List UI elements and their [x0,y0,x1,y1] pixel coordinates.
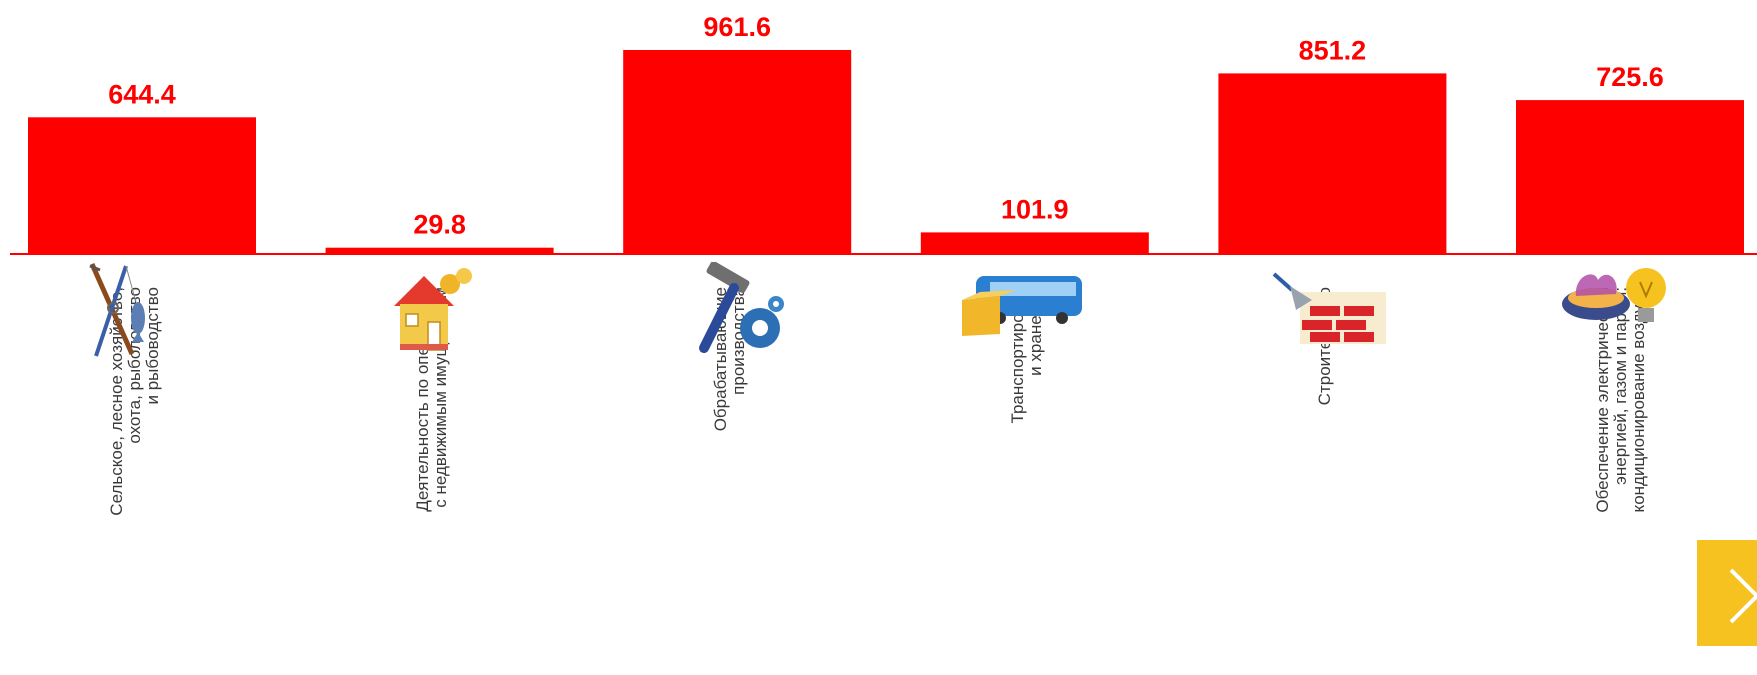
bar-1 [28,117,256,254]
bar-value-label-5: 851.2 [1299,35,1367,65]
bar-value-label-4: 101.9 [1001,194,1069,224]
bar-6 [1516,100,1744,254]
next-slide-button[interactable] [1697,540,1757,646]
trowel-and-brick-wall-icon [1272,272,1386,344]
bar-4 [920,232,1149,254]
bus-and-box-icon [962,276,1082,336]
bar-value-label-6: 725.6 [1596,62,1664,92]
bar-3 [623,50,852,254]
bar-5 [1218,73,1447,255]
bar-value-label-3: 961.6 [703,12,771,42]
house-with-coins-icon [394,268,472,351]
gas-burner-and-light-bulb-icon [1562,268,1666,322]
hammer-and-gears-icon [699,262,784,353]
bar-value-label-2: 29.8 [413,210,466,240]
chevron-right-icon [1729,568,1757,624]
bar-value-label-1: 644.4 [108,79,176,109]
fishing-rod-and-rifle-icon [89,262,145,357]
bar-2 [325,247,554,254]
